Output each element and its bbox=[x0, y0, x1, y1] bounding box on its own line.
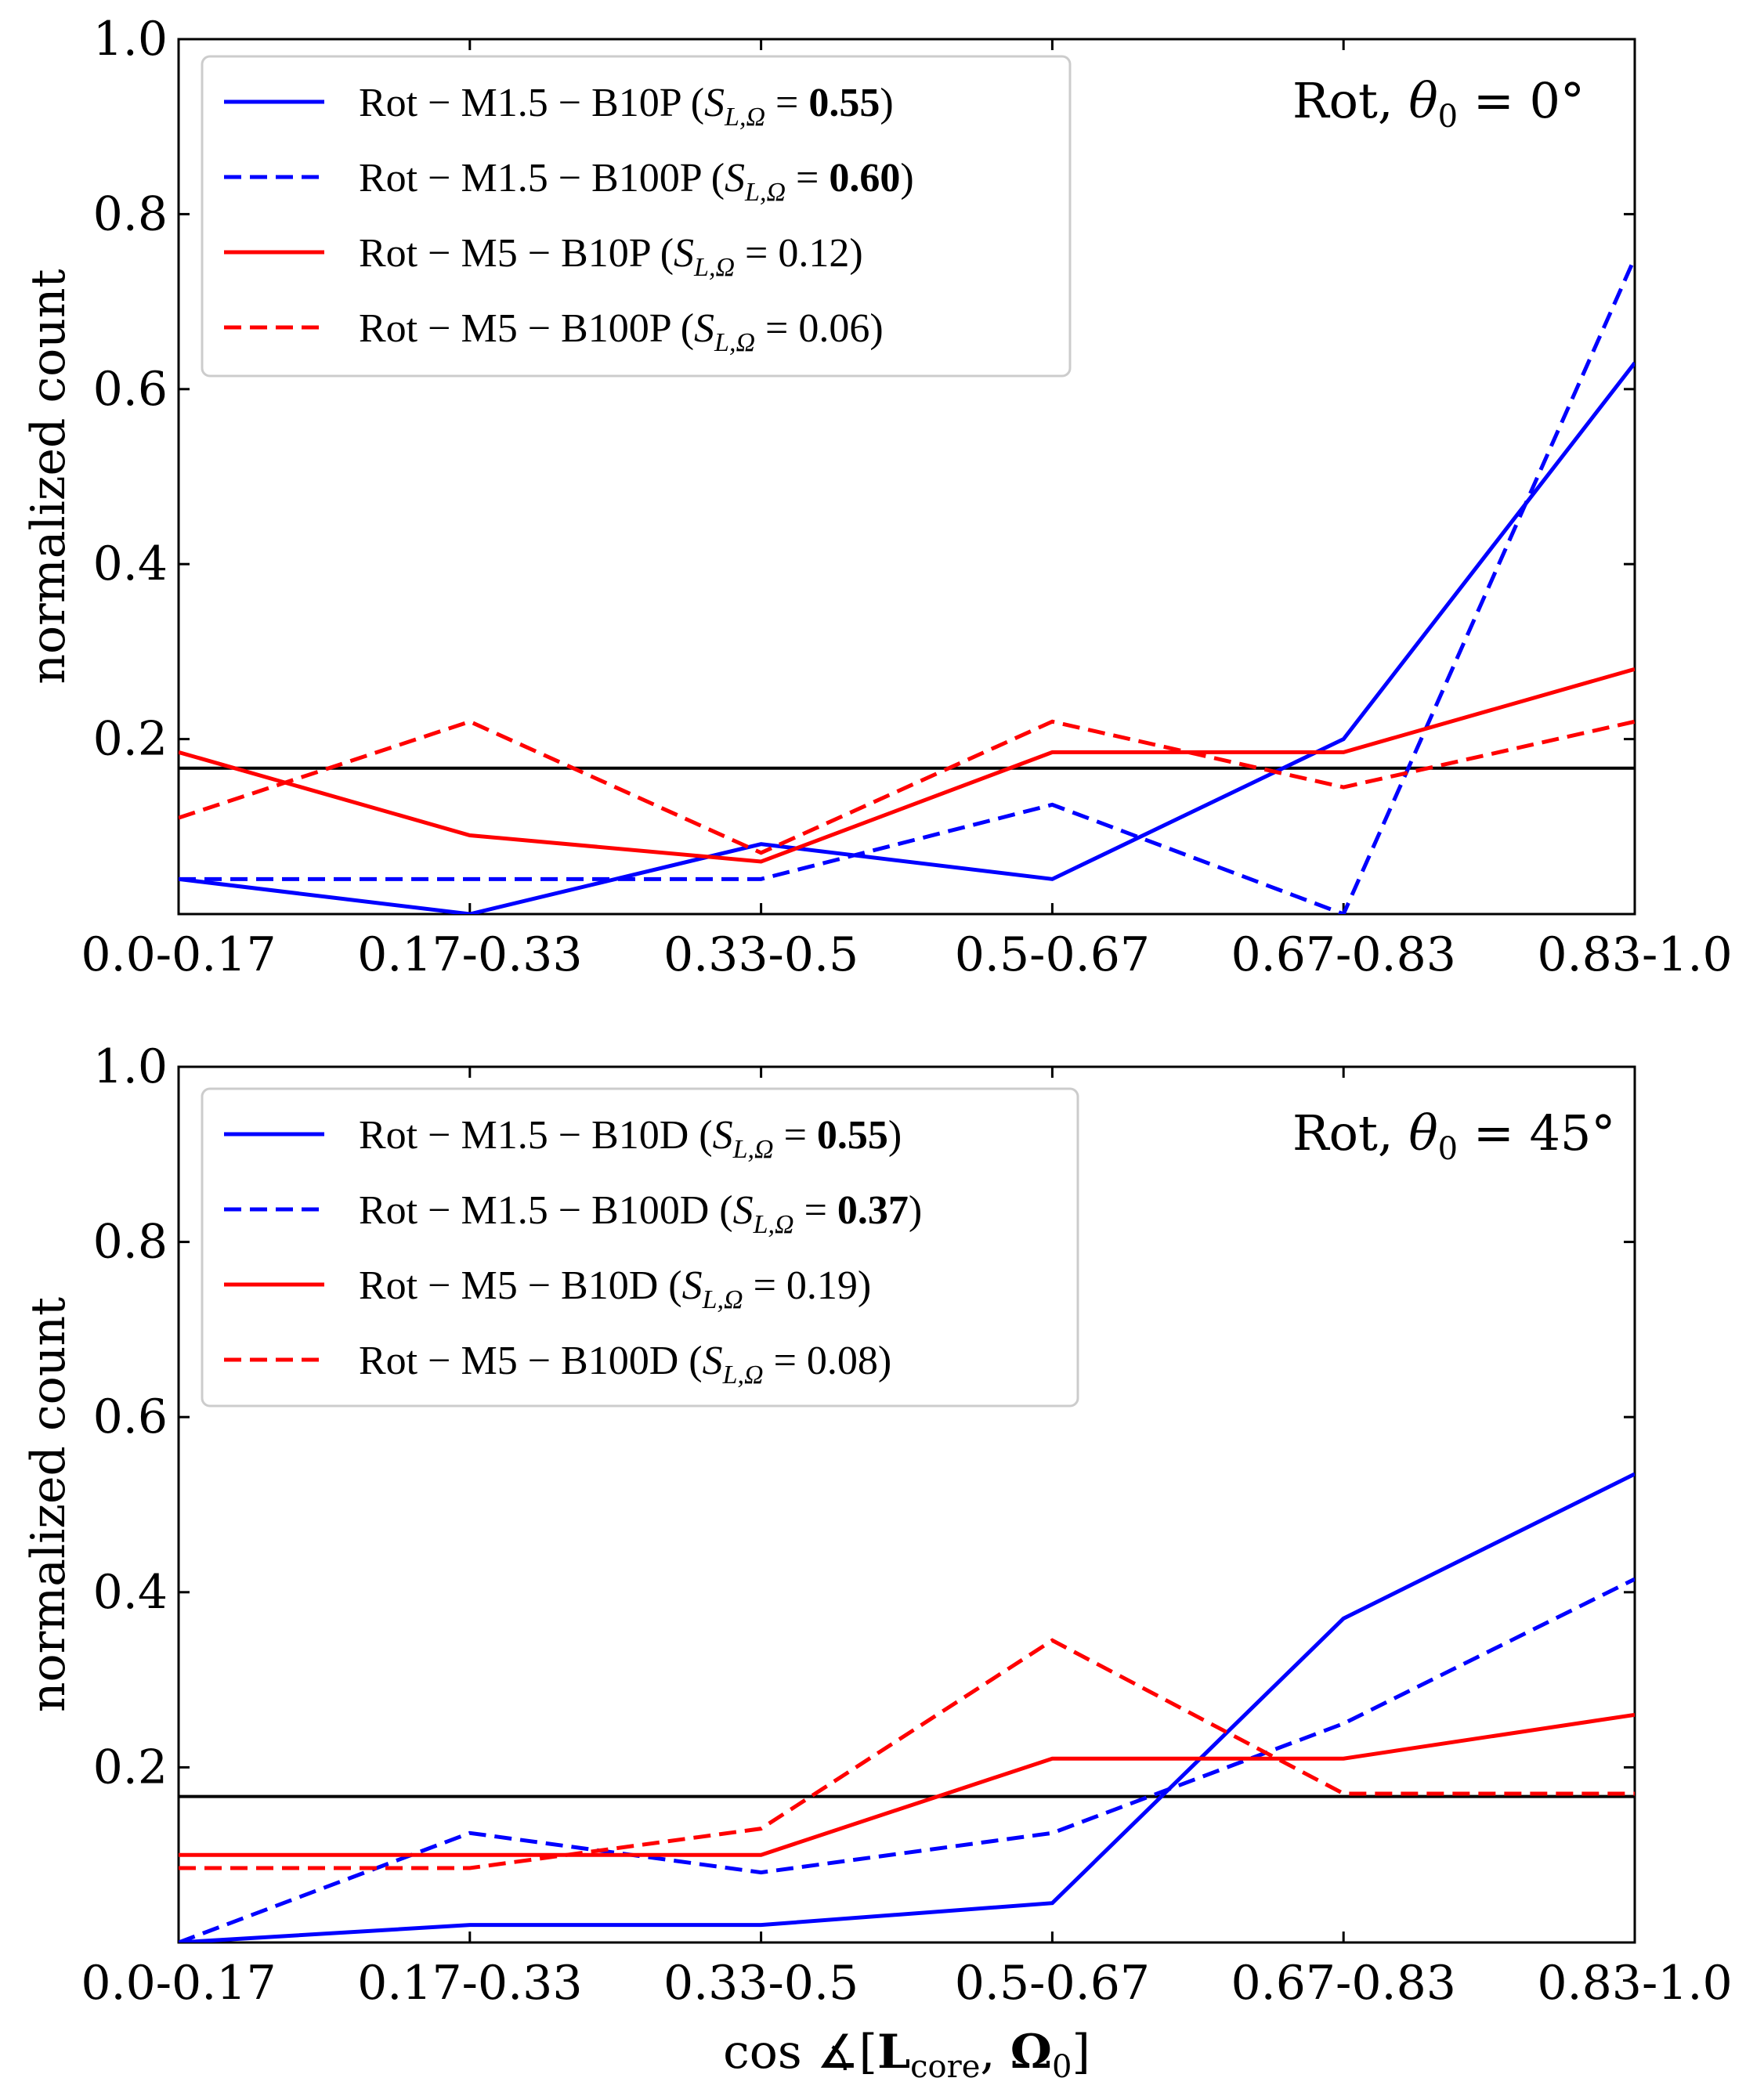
legend-entry-2: Rot − M1.5 − B100P (SL,Ω = 0.60) bbox=[359, 156, 914, 207]
y-tick-label: 0.4 bbox=[93, 1565, 168, 1620]
series-lines bbox=[179, 257, 1635, 914]
x-tick-label: 0.33-0.5 bbox=[663, 927, 859, 982]
series-line-1 bbox=[179, 361, 1635, 914]
x-tick-label: 0.0-0.17 bbox=[81, 927, 276, 982]
y-tick-label: 0.6 bbox=[93, 362, 168, 417]
bottom-panel: 0.2 0.4 0.6 0.8 1.0 0.0-0.17 0.17-0.33 0.33-0.5… bbox=[21, 1039, 1733, 2085]
series-line-4 bbox=[179, 1638, 1635, 1870]
legend-entry-3: Rot − M5 − B10D (SL,Ω = 0.19) bbox=[359, 1263, 871, 1314]
y-tick-label: 0.8 bbox=[93, 1215, 168, 1270]
y-tick-label: 0.8 bbox=[93, 186, 168, 241]
y-tick-label: 0.2 bbox=[93, 712, 168, 767]
y-tick-label: 1.0 bbox=[93, 1039, 168, 1094]
legend-entry-4: Rot − M5 − B100P (SL,Ω = 0.06) bbox=[359, 306, 884, 357]
x-tick-label: 0.17-0.33 bbox=[357, 1956, 582, 2011]
y-tick-label: 0.2 bbox=[93, 1740, 168, 1794]
x-tick-label: 0.67-0.83 bbox=[1231, 927, 1455, 982]
legend: Rot − M1.5 − B10P (SL,Ω = 0.55) Rot − M1.… bbox=[201, 55, 1072, 378]
x-tick-label: 0.0-0.17 bbox=[81, 1956, 276, 2011]
legend-entry-4: Rot − M5 − B100D (SL,Ω = 0.08) bbox=[359, 1339, 891, 1390]
y-axis-label: normalized count bbox=[21, 1297, 76, 1712]
legend-entry-2: Rot − M1.5 − B100D (SL,Ω = 0.37) bbox=[359, 1188, 922, 1239]
panel-annotation: Rot, θ0 = 45° bbox=[1292, 1104, 1615, 1167]
series-line-2 bbox=[179, 1577, 1635, 1942]
legend-entry-1: Rot − M1.5 − B10D (SL,Ω = 0.55) bbox=[359, 1113, 902, 1164]
panel-annotation: Rot, θ0 = 0° bbox=[1292, 72, 1585, 135]
x-axis-label: cos ∡[Lcore, Ω0] bbox=[723, 2025, 1090, 2085]
x-tick-label: 0.17-0.33 bbox=[357, 927, 582, 982]
series-lines bbox=[179, 1472, 1635, 1942]
plot-frame bbox=[177, 1065, 1636, 1944]
legend-entry-1: Rot − M1.5 − B10P (SL,Ω = 0.55) bbox=[359, 81, 894, 132]
legend: Rot − M1.5 − B10D (SL,Ω = 0.55) Rot − M1.… bbox=[201, 1087, 1079, 1408]
legend-entry-3: Rot − M5 − B10P (SL,Ω = 0.12) bbox=[359, 231, 863, 282]
series-line-3 bbox=[179, 1712, 1635, 1857]
x-tick-label: 0.83-1.0 bbox=[1537, 927, 1732, 982]
series-line-1 bbox=[179, 1472, 1635, 1942]
legend-box bbox=[201, 55, 1072, 378]
y-tick-label: 0.6 bbox=[93, 1390, 168, 1444]
plot-frame bbox=[177, 38, 1636, 916]
legend-box bbox=[201, 1087, 1079, 1408]
y-axis-label: normalized count bbox=[21, 269, 76, 684]
x-tick-label: 0.5-0.67 bbox=[955, 927, 1150, 982]
x-tick-label: 0.83-1.0 bbox=[1537, 1956, 1732, 2011]
x-tick-label: 0.5-0.67 bbox=[955, 1956, 1150, 2011]
series-line-3 bbox=[179, 667, 1635, 864]
x-tick-label: 0.67-0.83 bbox=[1231, 1956, 1455, 2011]
y-tick-label: 0.4 bbox=[93, 537, 168, 591]
y-tick-label: 1.0 bbox=[93, 12, 168, 67]
x-tick-label: 0.33-0.5 bbox=[663, 1956, 859, 2011]
series-line-2 bbox=[179, 257, 1635, 914]
series-line-4 bbox=[179, 719, 1635, 855]
top-panel: 0.2 0.4 0.6 0.8 1.0 0.0-0.17 0.17-0.33 0.33-0.5… bbox=[21, 12, 1733, 982]
